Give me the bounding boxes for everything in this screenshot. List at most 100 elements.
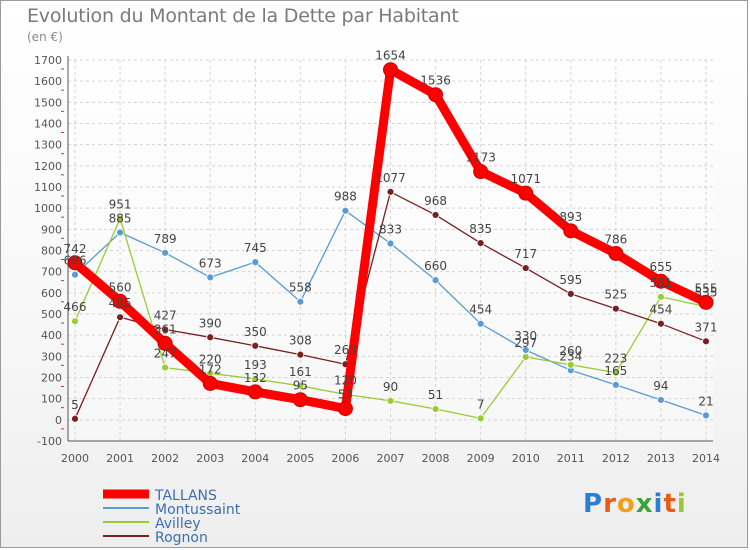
data-point xyxy=(71,414,79,423)
data-label: 558 xyxy=(289,281,312,295)
data-label: 260 xyxy=(559,344,582,358)
data-point xyxy=(161,325,170,334)
data-label: 172 xyxy=(199,362,222,376)
data-label: 94 xyxy=(653,379,668,393)
legend-label-avilley: Avilley xyxy=(155,516,201,532)
data-point xyxy=(521,264,530,272)
data-point xyxy=(608,245,624,261)
data-label: 560 xyxy=(109,280,132,294)
data-point xyxy=(521,353,530,361)
data-point xyxy=(202,375,218,391)
logo-letter: x xyxy=(635,489,654,519)
y-tick-label: 1500 xyxy=(34,96,62,109)
data-label: 90 xyxy=(383,380,398,394)
data-point xyxy=(161,363,170,372)
data-label: 330 xyxy=(514,329,537,343)
y-tick-label: 1600 xyxy=(34,75,62,88)
data-label: 371 xyxy=(695,320,718,334)
logo-letter: o xyxy=(616,489,636,519)
logo-letter: r xyxy=(603,489,617,519)
x-tick-label: 2014 xyxy=(692,452,720,465)
y-tick-label: 1300 xyxy=(34,139,62,152)
x-tick-label: 2008 xyxy=(422,452,450,465)
data-label: 427 xyxy=(154,308,177,322)
y-tick-label: 900 xyxy=(41,223,62,236)
y-tick-label: 1100 xyxy=(34,181,62,194)
proxiti-logo: Proxiti xyxy=(583,489,687,519)
data-label: 1173 xyxy=(465,151,496,165)
logo-letter: i xyxy=(676,489,687,519)
x-tick-label: 2006 xyxy=(331,452,359,465)
logo-letter: P xyxy=(583,489,604,519)
data-label: 1654 xyxy=(375,49,406,63)
data-label: 390 xyxy=(199,316,222,330)
data-label: 1077 xyxy=(375,171,406,185)
data-point xyxy=(251,258,260,267)
y-tick-label: 700 xyxy=(41,266,62,279)
data-point xyxy=(428,87,444,103)
y-tick-label: 1200 xyxy=(34,160,62,173)
data-label: 466 xyxy=(64,300,87,314)
data-point xyxy=(431,405,440,413)
data-label: 786 xyxy=(604,232,627,246)
data-label: 120 xyxy=(334,373,357,387)
data-point xyxy=(653,273,669,289)
data-point xyxy=(702,337,710,346)
data-point xyxy=(473,164,489,180)
data-point xyxy=(71,317,79,326)
y-tick-label: 0 xyxy=(55,414,62,427)
data-point xyxy=(566,360,575,369)
data-label: 525 xyxy=(604,288,627,302)
data-label: 835 xyxy=(469,222,492,236)
data-point xyxy=(702,411,710,420)
x-tick-label: 2013 xyxy=(647,452,675,465)
data-label: 485 xyxy=(109,296,132,310)
data-label: 454 xyxy=(469,303,492,317)
data-point xyxy=(611,368,620,377)
data-label: 1536 xyxy=(420,74,451,88)
data-point xyxy=(67,255,83,271)
x-tick-label: 2007 xyxy=(377,452,405,465)
y-tick-label: 800 xyxy=(41,245,62,258)
data-label: 247 xyxy=(154,347,177,361)
data-label: 21 xyxy=(698,394,713,408)
data-label: 5 xyxy=(71,398,79,412)
data-label: 53 xyxy=(338,388,353,402)
y-tick-label: 1700 xyxy=(34,54,62,67)
x-tick-label: 2004 xyxy=(241,452,269,465)
data-point xyxy=(296,297,305,306)
data-label: 968 xyxy=(424,194,447,208)
x-tick-label: 2005 xyxy=(286,452,314,465)
data-point xyxy=(476,414,485,423)
data-point xyxy=(296,381,305,390)
x-tick-label: 2012 xyxy=(602,452,630,465)
data-point xyxy=(657,292,665,301)
data-label: 454 xyxy=(649,303,672,317)
data-label: 223 xyxy=(604,352,627,366)
data-label: 745 xyxy=(244,241,267,255)
data-label: 308 xyxy=(289,334,312,348)
data-label: 555 xyxy=(695,281,718,295)
y-tick-label: 1000 xyxy=(34,202,62,215)
data-point xyxy=(206,333,215,342)
y-tick-label: 500 xyxy=(41,308,62,321)
data-point xyxy=(157,335,173,351)
data-point xyxy=(431,211,440,219)
data-point xyxy=(386,239,395,248)
x-tick-label: 2001 xyxy=(106,452,134,465)
data-label: 660 xyxy=(424,259,447,273)
y-tick-label: 200 xyxy=(41,372,62,385)
data-label: 132 xyxy=(244,371,267,385)
data-label: 789 xyxy=(154,232,177,246)
data-label: 581 xyxy=(649,276,672,290)
data-label: 742 xyxy=(64,242,87,256)
data-point xyxy=(247,384,263,400)
data-label: 595 xyxy=(559,273,582,287)
data-point xyxy=(296,350,305,359)
data-point xyxy=(563,223,579,239)
legend-label-montussaint: Montussaint xyxy=(155,502,241,518)
logo-letter: t xyxy=(663,489,677,519)
logo-letter: i xyxy=(653,489,664,519)
